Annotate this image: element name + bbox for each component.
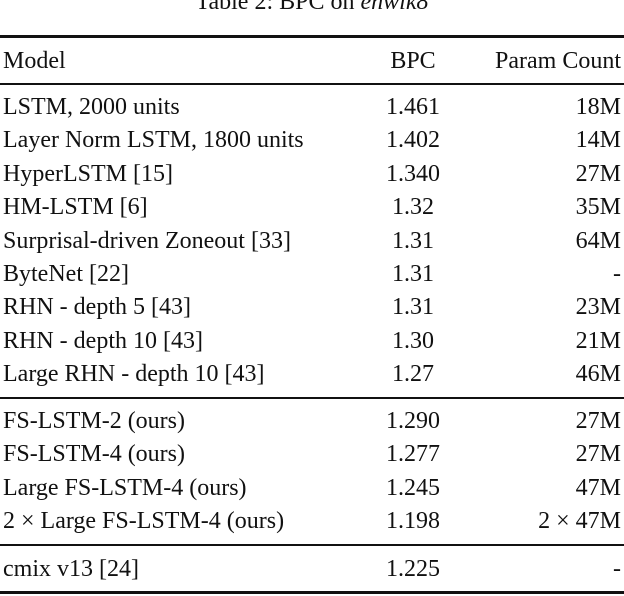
- rule: [0, 591, 624, 594]
- model: FS-LSTM-4 (ours): [3, 441, 186, 468]
- rule: [0, 544, 624, 546]
- param-count: 2 × 47M: [538, 508, 621, 535]
- param-count: -: [613, 261, 621, 287]
- param-count: 14M: [575, 127, 621, 154]
- model: Large FS-LSTM-4 (ours): [3, 474, 247, 501]
- caption-emphasis: enwik8: [360, 0, 429, 15]
- bpc: 1.198: [386, 508, 440, 535]
- bpc: 1.30: [392, 327, 434, 354]
- model: FS-LSTM-2 (ours): [3, 408, 186, 434]
- model: Layer Norm LSTM, 1800 units: [3, 127, 304, 154]
- model: HyperLSTM [15]: [3, 160, 173, 187]
- bpc: 1.461: [386, 94, 440, 120]
- header-param-count: Param Count: [495, 48, 621, 74]
- header-bpc: BPC: [390, 48, 436, 74]
- header-model: Model: [3, 48, 66, 74]
- bpc: 1.340: [386, 160, 440, 187]
- bpc: 1.31: [392, 261, 434, 287]
- bpc: 1.277: [386, 441, 440, 468]
- model: ByteNet [22]: [3, 261, 129, 287]
- param-count: 18M: [575, 94, 621, 120]
- param-count: 27M: [575, 408, 621, 434]
- bpc: 1.290: [386, 408, 440, 434]
- bpc: 1.245: [386, 474, 440, 501]
- rule: [0, 83, 624, 85]
- param-count: 46M: [575, 361, 621, 388]
- bpc: 1.402: [386, 127, 440, 154]
- table-caption: Table 2: BPC on enwik8: [0, 0, 624, 16]
- model: cmix v13 [24]: [3, 556, 139, 582]
- bpc: 1.225: [386, 556, 440, 582]
- param-count: 64M: [575, 227, 621, 254]
- bpc: 1.31: [392, 227, 434, 254]
- rule: [0, 397, 624, 399]
- model: 2 × Large FS-LSTM-4 (ours): [3, 508, 285, 535]
- model: HM-LSTM [6]: [3, 194, 148, 221]
- param-count: 23M: [575, 294, 621, 321]
- model: LSTM, 2000 units: [3, 94, 180, 120]
- param-count: 35M: [575, 194, 621, 221]
- bpc: 1.27: [392, 361, 434, 388]
- bpc: 1.32: [392, 194, 434, 221]
- model: RHN - depth 5 [43]: [3, 294, 191, 321]
- bpc: 1.31: [392, 294, 434, 321]
- model: RHN - depth 10 [43]: [3, 327, 203, 354]
- rule: [0, 35, 624, 38]
- param-count: -: [613, 556, 621, 582]
- param-count: 27M: [575, 441, 621, 468]
- caption-text: Table 2: BPC on: [195, 0, 355, 15]
- param-count: 47M: [575, 474, 621, 501]
- param-count: 21M: [575, 327, 621, 354]
- model: Large RHN - depth 10 [43]: [3, 361, 265, 388]
- model: Surprisal-driven Zoneout [33]: [3, 227, 291, 254]
- param-count: 27M: [575, 160, 621, 187]
